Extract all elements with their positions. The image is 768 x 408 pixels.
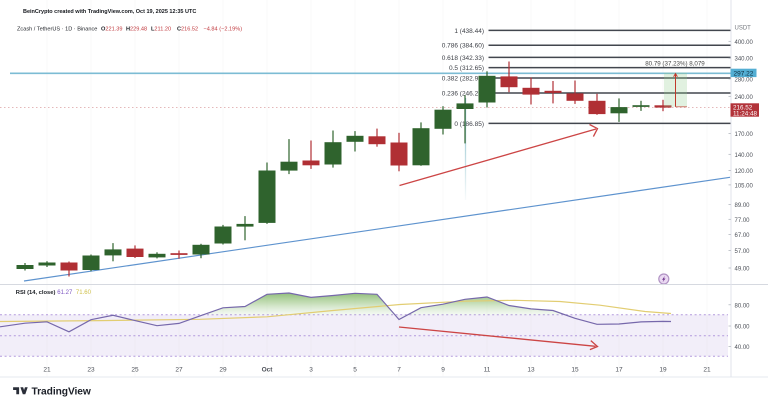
svg-text:40.00: 40.00 [735,345,751,351]
svg-text:19: 19 [659,367,667,374]
svg-text:21: 21 [43,367,51,374]
svg-text:BeinCrypto created with Tradin: BeinCrypto created with TradingView.com,… [23,9,196,15]
svg-text:60.00: 60.00 [735,325,751,331]
svg-text:11:24:48: 11:24:48 [733,111,758,118]
svg-text:−4.84 (−2.19%): −4.84 (−2.19%) [204,26,243,32]
svg-text:11: 11 [484,367,491,374]
svg-text:0.5 (312.65): 0.5 (312.65) [449,65,484,72]
svg-text:3: 3 [309,367,313,374]
svg-text:80.79 (37.23%) 8,079: 80.79 (37.23%) 8,079 [645,60,705,67]
svg-text:89.00: 89.00 [735,203,751,209]
svg-text:140.00: 140.00 [735,153,754,159]
svg-text:29: 29 [219,367,227,374]
svg-text:67.00: 67.00 [735,233,751,239]
svg-text:61.27: 61.27 [57,290,73,296]
svg-text:297.22: 297.22 [734,70,754,77]
svg-text:5: 5 [353,367,357,374]
svg-text:170.00: 170.00 [735,132,754,138]
svg-text:0.382 (282.97): 0.382 (282.97) [442,75,484,82]
svg-text:9: 9 [441,367,445,374]
svg-text:Zcash / TetherUS · 1D · Binanc: Zcash / TetherUS · 1D · Binance [17,26,97,32]
svg-text:0.618 (342.33): 0.618 (342.33) [442,55,484,62]
svg-text:L211.20: L211.20 [151,26,171,32]
svg-text:0.236 (246.25): 0.236 (246.25) [442,90,484,97]
svg-text:77.00: 77.00 [735,218,751,224]
svg-text:USDT: USDT [735,25,752,31]
svg-text:17: 17 [615,367,623,374]
svg-text:23: 23 [87,367,95,374]
svg-text:13: 13 [527,367,535,374]
svg-text:RSI (14, close): RSI (14, close) [16,290,56,296]
svg-text:25: 25 [131,367,139,374]
svg-text:TradingView: TradingView [32,387,91,398]
svg-text:Oct: Oct [262,367,274,374]
svg-text:240.00: 240.00 [735,95,754,101]
svg-text:216.52: 216.52 [733,104,753,111]
svg-text:15: 15 [571,367,579,374]
svg-text:27: 27 [175,367,183,374]
svg-text:280.00: 280.00 [735,77,754,83]
svg-text:7: 7 [397,367,401,374]
svg-text:O221.39: O221.39 [101,26,122,32]
svg-text:57.00: 57.00 [735,249,751,255]
svg-text:400.00: 400.00 [735,40,754,46]
svg-text:21: 21 [703,367,711,374]
svg-text:0.786 (384.60): 0.786 (384.60) [442,43,484,50]
svg-text:120.00: 120.00 [735,169,754,175]
svg-text:340.00: 340.00 [735,57,754,63]
svg-text:71.60: 71.60 [76,290,92,296]
svg-text:C216.52: C216.52 [177,26,198,32]
svg-text:105.00: 105.00 [735,183,754,189]
svg-text:49.00: 49.00 [735,267,751,273]
svg-text:80.00: 80.00 [735,303,751,309]
svg-text:H229.48: H229.48 [126,26,147,32]
svg-text:0 (186.85): 0 (186.85) [454,121,484,128]
svg-text:1 (438.44): 1 (438.44) [454,28,484,35]
